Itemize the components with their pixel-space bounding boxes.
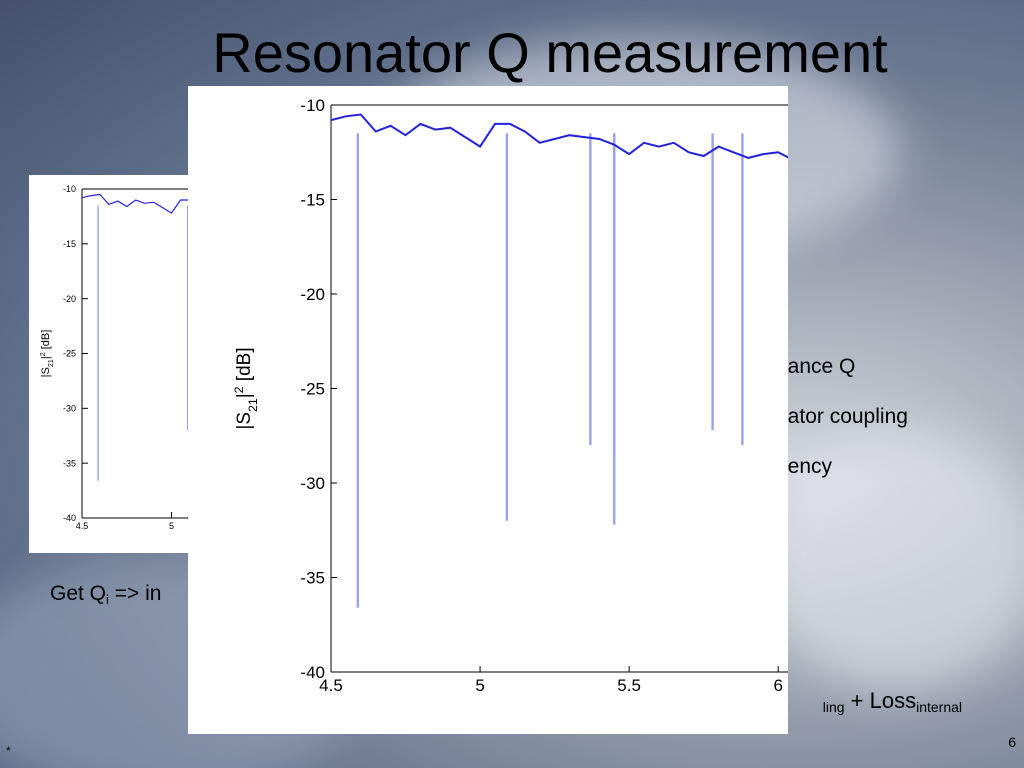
large-plot-panel: -10 -15 -20 -25 -30 -35 -40 4.5 5 5.5 6 |S21|2 [dB] — [188, 86, 848, 734]
loss-plus: + — [844, 688, 870, 713]
small-chart-y-tick-label: -20 — [63, 294, 76, 304]
footer-mark: * — [6, 744, 11, 758]
small-chart-y-tick-label: -35 — [63, 458, 76, 468]
small-chart-x-tick-label: 4.5 — [76, 521, 89, 531]
get-q-text: Get Qi => in — [50, 582, 161, 607]
small-chart-y-tick-label: -30 — [63, 403, 76, 413]
get-q-suffix: => in — [108, 582, 162, 605]
small-chart-y-tick-label: -40 — [63, 513, 76, 523]
bullet-resonance-q: nance Q — [776, 355, 856, 378]
large-chart-y-axis-label: |S21|2 [dB] — [232, 347, 260, 429]
large-chart-x-tick-label: 4.5 — [319, 676, 343, 695]
small-chart-y-axis-label: |S21|2 [dB] — [39, 330, 55, 378]
loss-main: Loss — [869, 688, 917, 713]
loss-subscript-coupling: ling — [822, 699, 845, 715]
large-transmission-chart: -10 -15 -20 -25 -30 -35 -404.5 5 5.5 6 |S21|2 [dB] — [232, 96, 848, 695]
large-chart-series-line — [330, 113, 809, 161]
large-chart-y-tick-label: -15 — [300, 190, 325, 209]
small-chart-y-tick-label: -15 — [63, 239, 76, 249]
large-chart-x-tick-label: 5.5 — [617, 676, 641, 695]
large-chart-y-tick-label: -30 — [300, 474, 325, 493]
small-chart-x-tick-label: 5 — [169, 521, 174, 531]
large-chart-x-tick-label: 5 — [475, 676, 484, 695]
large-chart-y-tick-label: -20 — [300, 285, 325, 304]
get-q-prefix: Get Q — [50, 582, 107, 605]
background-glow — [760, 430, 1024, 690]
slide-title: Resonator Q measurement — [212, 21, 888, 84]
large-chart-y-tick-label: -25 — [300, 379, 325, 398]
large-chart-x-tick-label: 6 — [773, 676, 782, 695]
loss-subscript-internal: internal — [916, 699, 962, 715]
large-chart-y-tick-label: -40 — [300, 663, 325, 682]
loss-equation: ling + Lossinternal — [823, 688, 962, 715]
page-number: 6 — [1008, 734, 1016, 750]
bullet-frequency: uency — [776, 455, 833, 478]
small-chart-y-tick-label: -25 — [63, 349, 76, 359]
bullet-resonator-coupling: nator coupling — [776, 405, 908, 428]
get-q-subscript: i — [106, 592, 109, 607]
small-chart-y-tick-label: -10 — [63, 184, 76, 194]
large-chart-y-tick-label: -35 — [300, 568, 325, 587]
large-chart-y-tick-label: -10 — [300, 96, 325, 115]
